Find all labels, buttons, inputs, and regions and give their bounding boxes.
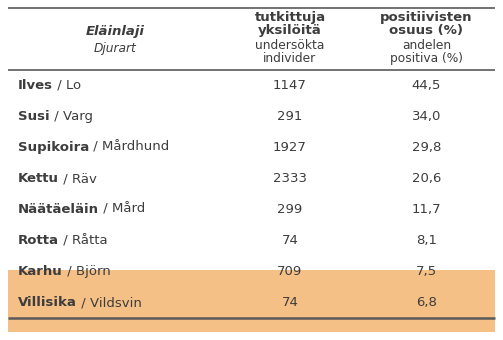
Text: 291: 291 [277, 110, 303, 123]
Text: 6,8: 6,8 [416, 296, 437, 309]
Text: Karhu: Karhu [18, 265, 63, 278]
Text: Ilves: Ilves [18, 79, 53, 92]
Text: 299: 299 [277, 203, 303, 216]
Text: 44,5: 44,5 [412, 79, 441, 92]
Text: Näätäeläin: Näätäeläin [18, 203, 99, 216]
Text: / Mårdhund: / Mårdhund [89, 141, 170, 154]
Bar [8, 208, 495, 239]
Bar [8, 177, 495, 208]
Text: 8,1: 8,1 [416, 234, 437, 247]
Text: / Mård: / Mård [99, 203, 145, 216]
Bar [8, 53, 495, 84]
Bar [8, 146, 495, 177]
Text: Susi: Susi [18, 110, 50, 123]
Text: / Varg: / Varg [50, 110, 93, 123]
Text: 709: 709 [277, 265, 303, 278]
Text: positiva (%): positiva (%) [390, 52, 463, 65]
Text: Kettu: Kettu [18, 172, 59, 185]
Text: / Björn: / Björn [63, 265, 111, 278]
Text: Rotta: Rotta [18, 234, 59, 247]
Text: Djurart: Djurart [94, 42, 136, 55]
Text: 29,8: 29,8 [412, 141, 441, 154]
Text: / Lo: / Lo [53, 79, 81, 92]
Text: 11,7: 11,7 [411, 203, 441, 216]
Text: positiivisten: positiivisten [380, 11, 473, 24]
Text: yksilöitä: yksilöitä [258, 24, 322, 37]
Text: 7,5: 7,5 [416, 265, 437, 278]
Text: 74: 74 [282, 234, 298, 247]
Text: Supikoira: Supikoira [18, 141, 89, 154]
Text: Villisika: Villisika [18, 296, 77, 309]
Bar [8, 84, 495, 115]
Text: osuus (%): osuus (%) [389, 24, 463, 37]
Text: 34,0: 34,0 [412, 110, 441, 123]
Text: Eläinlaji: Eläinlaji [86, 25, 144, 38]
Text: / Råtta: / Råtta [59, 234, 108, 247]
Text: andelen: andelen [402, 39, 451, 52]
Bar [8, 115, 495, 146]
Text: / Räv: / Räv [59, 172, 97, 185]
Bar [8, 239, 495, 270]
Text: 20,6: 20,6 [412, 172, 441, 185]
Text: tutkittuja: tutkittuja [255, 11, 325, 24]
Text: undersökta: undersökta [256, 39, 325, 52]
Bar [8, 22, 495, 53]
Text: 2333: 2333 [273, 172, 307, 185]
Bar [8, 270, 495, 332]
Text: 1927: 1927 [273, 141, 307, 154]
Text: / Vildsvin: / Vildsvin [77, 296, 142, 309]
Text: 1147: 1147 [273, 79, 307, 92]
Text: individer: individer [264, 52, 316, 65]
Text: 74: 74 [282, 296, 298, 309]
